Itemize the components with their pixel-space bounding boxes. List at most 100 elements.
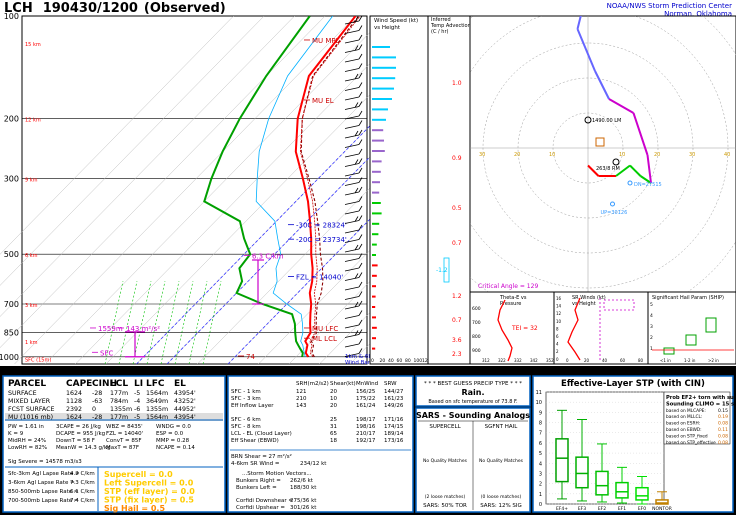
ship-title: Significant Hail Param (SHIP) bbox=[652, 295, 724, 301]
wind-barb-flag bbox=[358, 72, 363, 79]
wind-barb-shaft bbox=[344, 144, 360, 148]
wind-speed-bar bbox=[372, 98, 392, 100]
wind-barb-flag bbox=[358, 348, 363, 354]
lapse-label: 3-6km Agl Lapse Rate = bbox=[8, 480, 75, 486]
composite-index: Supercell = 0.0 bbox=[104, 470, 173, 479]
ship-ytick: 4 bbox=[650, 313, 653, 319]
wind-barb-flag bbox=[358, 34, 363, 41]
stp-prob-value: 0.08 bbox=[718, 440, 728, 446]
wind-barb-shaft bbox=[344, 49, 360, 53]
wind-barb-flag bbox=[358, 291, 363, 297]
kin-cell: 149/26 bbox=[384, 403, 404, 409]
wind-barb-shaft bbox=[344, 343, 360, 348]
wind-speed-bar bbox=[372, 87, 394, 90]
kin-cell: 20 bbox=[330, 403, 337, 409]
kin-cell: SFC - 3 km bbox=[231, 396, 261, 402]
sars-col1: SUPERCELL bbox=[429, 424, 461, 430]
stp-prob-label: based on STP_fixed bbox=[666, 433, 708, 439]
wind-barb-flag bbox=[358, 319, 363, 326]
wind-speed-bar bbox=[372, 347, 376, 350]
wind-barb-shaft bbox=[344, 210, 360, 215]
stp-category: EF0 bbox=[638, 506, 646, 512]
wind-speed-bar bbox=[372, 46, 390, 48]
wind-barb-shaft bbox=[344, 68, 360, 72]
wind-speed-bar bbox=[372, 222, 380, 225]
wind-speed-bar bbox=[372, 191, 380, 194]
parcel-header: CINH bbox=[92, 379, 117, 389]
wind-speed-bar bbox=[372, 118, 386, 121]
storm-motion-value: 188/30 kt bbox=[290, 485, 317, 491]
wind-speed-bar bbox=[372, 233, 379, 236]
minus30-height-label: -30C = 28324' bbox=[296, 222, 347, 230]
brn-shear: BRN Shear = 27 m²/s² bbox=[231, 453, 292, 460]
stp-ytick: 3 bbox=[539, 471, 542, 477]
sr-winds-ytick: 8 bbox=[556, 326, 559, 331]
lapse-label: 850-500mb Lapse Rate = bbox=[8, 489, 79, 495]
wind-barb-flag bbox=[354, 130, 359, 137]
wind-speed-bars: 0 20 40 60 80 100 120 bbox=[371, 46, 431, 364]
stp-prob-value: 0.15 bbox=[718, 408, 728, 414]
wind-barb-flag bbox=[358, 129, 363, 136]
wind-barb-flag bbox=[354, 330, 359, 336]
sr-winds-sub: vs Height bbox=[572, 301, 596, 307]
lapse-rate-label: 6.3 C/km bbox=[252, 253, 284, 261]
parcel-header: PARCEL bbox=[8, 379, 46, 389]
stp-category: EF4+ bbox=[556, 506, 568, 512]
wind-speed-tick: 120 bbox=[422, 358, 431, 364]
parcel-cell: 1355m bbox=[110, 406, 132, 413]
wind-barb-shaft bbox=[344, 201, 360, 205]
kin-cell: 161/23 bbox=[384, 396, 404, 402]
wind-speed-bar bbox=[372, 316, 376, 319]
kin-cell: 210 bbox=[296, 396, 307, 402]
ship-box bbox=[685, 334, 697, 346]
mu-el-label: MU EL bbox=[312, 97, 334, 105]
stp-ytick: 0 bbox=[539, 502, 542, 508]
thermo-cell: WNDG = 0.0 bbox=[156, 424, 191, 430]
skewt-profiles bbox=[203, 16, 361, 358]
stp-prob-label: Prob EF2+ torn with supercell bbox=[666, 395, 736, 401]
thermo-cell: MidRH = 24% bbox=[8, 438, 46, 444]
parcel-cell: 43252' bbox=[174, 398, 196, 405]
barb-legend-2: Wind Barbs bbox=[345, 360, 376, 366]
stp-prob-value: 0.19 bbox=[718, 414, 728, 420]
precip-type: * * * BEST GUESS PRECIP TYPE * * * Rain.… bbox=[424, 381, 522, 405]
stp-prob-label: based on MLCAPE: bbox=[666, 408, 706, 414]
stp-prob-label: based on STP_effective bbox=[666, 440, 716, 446]
eff-srh-label: 143 m²/s² bbox=[126, 325, 160, 333]
bunkers-right-marker bbox=[612, 158, 620, 166]
composite-index: STP (fix layer) = 0.5 bbox=[104, 496, 194, 505]
kin-cell: SFC - 1 km bbox=[231, 389, 261, 395]
stp-prob-box bbox=[663, 391, 731, 445]
stp-title: Effective-Layer STP (with CIN) bbox=[561, 379, 705, 389]
wind-speed-bar bbox=[372, 285, 376, 288]
theta-e-title: Theta-E vs bbox=[499, 295, 527, 301]
thermo-cell: ESP = 0.0 bbox=[156, 431, 184, 437]
theta-e-sub: Pressure bbox=[500, 301, 521, 307]
wind-barb-shaft bbox=[344, 125, 360, 129]
wind-barb-shaft bbox=[344, 96, 360, 101]
ship-ytick: 1 bbox=[650, 346, 653, 352]
wind-speed-tick: 20 bbox=[380, 358, 386, 364]
hodograph: 102030405060708050403020101490.00 LM263/… bbox=[470, 16, 736, 292]
wind-barb-shaft bbox=[344, 134, 360, 139]
parcel-header: LFC bbox=[146, 379, 165, 389]
wind-barb-flag bbox=[354, 45, 359, 51]
thermo-cell: ConvT = 85F bbox=[106, 438, 142, 444]
thermo-cell: MaxT = 87F bbox=[106, 445, 139, 451]
wind-barb-flag bbox=[354, 187, 359, 194]
parcel-cell: -28 bbox=[92, 414, 102, 421]
sounding-time: 190430/1200 bbox=[43, 1, 138, 16]
stp-box bbox=[575, 456, 589, 489]
sars-analogs: SARS - Sounding Analogs SUPERCELL SGFNT … bbox=[416, 411, 530, 510]
wind-barb-flag bbox=[358, 120, 363, 126]
parcel-cell: 43954' bbox=[174, 390, 196, 397]
wind-speed-bar bbox=[372, 170, 381, 173]
kin-cell: 192/17 bbox=[356, 438, 376, 444]
hodo-segment bbox=[639, 175, 652, 184]
isotherm--100 bbox=[0, 15, 265, 286]
wind-barb-shaft bbox=[344, 58, 360, 63]
kin-cell: 189/14 bbox=[384, 431, 404, 437]
wind-barb-flag bbox=[354, 273, 359, 279]
hodo-segment bbox=[629, 164, 642, 177]
